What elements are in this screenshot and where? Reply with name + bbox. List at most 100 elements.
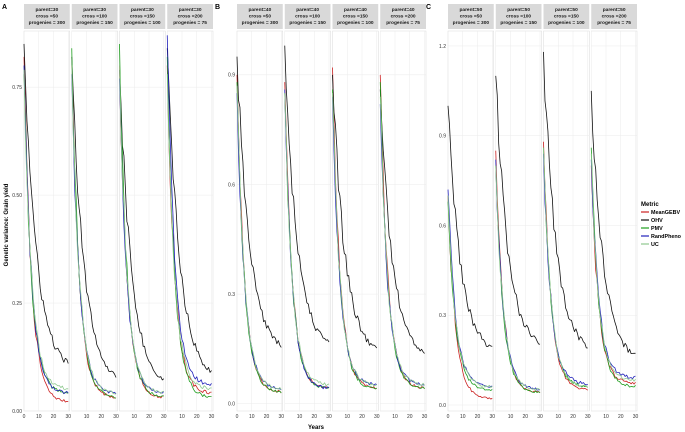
x-tick-label: 20 (475, 414, 481, 420)
facet-strip (495, 4, 542, 29)
facet-strip (332, 4, 379, 29)
facet-plot-area (119, 30, 166, 412)
series-line-ohv (71, 56, 117, 378)
facet-strip (119, 4, 166, 29)
facet-plot-area (167, 30, 214, 412)
y-tick-label: 0.25 (12, 301, 22, 307)
y-tick-label: 0.0 (228, 401, 235, 407)
x-tick-label: 0 (447, 414, 450, 420)
facet-strip-label: cross =100 (82, 14, 107, 20)
facet-strip-label: parent=50 (459, 7, 482, 13)
facet-strip (591, 4, 637, 29)
series-line-pmv (166, 56, 212, 398)
series-line-uc (236, 85, 282, 390)
legend-entry-pmv: PMV (641, 226, 663, 232)
facet-strip-label: cross =100 (506, 14, 531, 20)
x-tick-label: 20 (146, 414, 152, 420)
x-tick-label: 30 (374, 414, 380, 420)
series-line-uc (119, 65, 164, 395)
series-line-uc (23, 69, 69, 390)
x-tick-label: 10 (460, 414, 466, 420)
x-tick-label: 20 (407, 414, 413, 420)
legend-label-randpheno: RandPheno (651, 234, 682, 240)
series-line-pmv (590, 147, 636, 388)
series-line-uc (71, 65, 117, 395)
y-tick-label: 1.2 (439, 44, 446, 50)
facet-strip (237, 4, 283, 29)
x-tick-label: 30 (65, 414, 71, 420)
x-tick-label: 0 (23, 414, 26, 420)
x-tick-label: 30 (161, 414, 167, 420)
facet-strip-label: progenies = 100 (124, 20, 161, 26)
y-tick-label: 0.75 (12, 85, 22, 91)
facet-strip-label: cross =100 (295, 14, 320, 20)
x-tick-label: 10 (84, 414, 90, 420)
facet-strip (380, 4, 426, 29)
facet-plot-area (495, 30, 542, 412)
series-line-ohv (379, 89, 425, 354)
facet-strip-label: cross =150 (554, 14, 579, 20)
x-tick-label: 20 (98, 414, 104, 420)
facet-strip-label: parent=30 (83, 7, 106, 13)
facet-strip-label: progenies = 100 (548, 20, 585, 26)
facet-strip (24, 4, 70, 29)
series-line-ohv (590, 90, 636, 355)
x-tick-label: 10 (179, 414, 185, 420)
series-line-ohv (236, 56, 282, 348)
series-line-uc (590, 153, 636, 382)
series-line-ohv (119, 69, 165, 381)
x-tick-label: 30 (326, 414, 332, 420)
facet-plot-area (543, 30, 590, 412)
facet-strip-label: cross =50 (460, 14, 483, 20)
legend-label-ohv: OHV (651, 218, 663, 224)
x-tick-label: 30 (633, 414, 639, 420)
x-tick-label: 10 (131, 414, 137, 420)
facet-strip-label: progenies = 75 (597, 20, 631, 26)
facet-plot-area (332, 30, 379, 412)
y-tick-label: 0.3 (439, 313, 446, 319)
x-tick-label: 30 (278, 414, 284, 420)
y-tick-label: 0.3 (228, 292, 235, 298)
panel-tag-c: C (426, 4, 431, 11)
series-line-ohv (447, 105, 493, 347)
facet-strip-label: parent=50 (555, 7, 578, 13)
facet-strip-label: cross =50 (249, 14, 272, 20)
x-tick-label: 30 (209, 414, 215, 420)
facet-strip-label: progenies = 150 (76, 20, 113, 26)
legend-title: Metric (641, 202, 659, 208)
facet-strip-label: cross =200 (391, 14, 416, 20)
legend-label-uc: UC (651, 242, 659, 248)
facet-strip-label: parent=50 (603, 7, 626, 13)
series-line-ohv (284, 45, 330, 343)
facet-plot-area (380, 30, 427, 412)
x-tick-label: 10 (249, 414, 255, 420)
series-line-uc (543, 147, 589, 388)
series-line-ohv (543, 51, 588, 349)
facet-strip-label: progenies = 75 (173, 20, 207, 26)
facet-plot-area (284, 30, 331, 412)
facet-strip-label: progenies = 300 (242, 20, 279, 26)
x-tick-label: 30 (113, 414, 119, 420)
series-line-randpheno (166, 35, 212, 386)
facet-plot-area (236, 30, 283, 412)
x-tick-label: 20 (522, 414, 528, 420)
x-tick-label: 30 (537, 414, 543, 420)
facet-plot-area (71, 30, 118, 412)
facet-strip-label: cross =150 (130, 14, 155, 20)
x-tick-label: 20 (311, 414, 317, 420)
x-tick-label: 20 (570, 414, 576, 420)
x-tick-label: 10 (555, 414, 561, 420)
